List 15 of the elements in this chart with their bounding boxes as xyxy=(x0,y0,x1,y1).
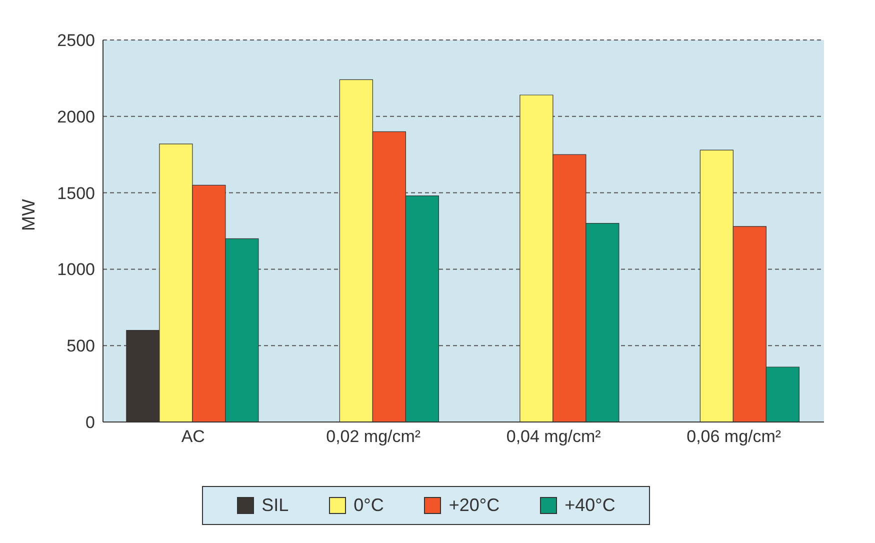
legend-label: +20°C xyxy=(448,495,500,516)
y-axis-title: MW xyxy=(18,199,38,231)
x-tick-label: 0,06 mg/cm² xyxy=(686,427,782,446)
legend-label: 0°C xyxy=(352,495,384,516)
y-tick-label: 1500 xyxy=(57,184,95,203)
y-tick-label: 1000 xyxy=(57,260,95,280)
legend-label: +40°C xyxy=(564,495,616,516)
x-tick-label: AC xyxy=(181,427,205,446)
x-tick-label: 0,02 mg/cm² xyxy=(326,427,421,446)
x-tick-label: 0,04 mg/cm² xyxy=(506,427,602,446)
legend-label: SIL xyxy=(260,495,289,516)
y-tick-label: 0 xyxy=(86,413,95,432)
y-tick-label: 2000 xyxy=(57,107,95,126)
y-tick-label: 500 xyxy=(66,336,95,356)
y-tick-label: 2500 xyxy=(57,31,95,50)
